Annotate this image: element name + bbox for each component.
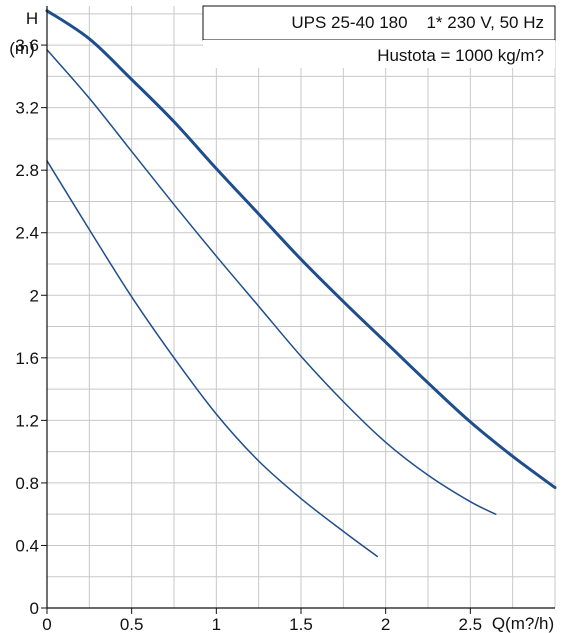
y-tick-label: 3.6 [15, 36, 39, 55]
y-tick-label: 2 [30, 286, 39, 305]
axes [41, 6, 555, 614]
y-tick-label: 1.6 [15, 349, 39, 368]
x-tick-label: 2.5 [459, 615, 483, 633]
x-tick-label: 2 [381, 615, 390, 633]
y-axis-label-unit: (m) [9, 39, 34, 58]
y-tick-label: 0 [30, 599, 39, 618]
y-tick-label: 2.4 [15, 224, 39, 243]
x-tick-label: 1.5 [289, 615, 313, 633]
pump-curve-speed-2 [46, 49, 497, 515]
grid [47, 6, 556, 608]
y-tick-label: 0.4 [15, 536, 39, 555]
curves [45, 9, 557, 558]
x-tick-label: 0 [42, 615, 51, 633]
chart-title: UPS 25-40 180 1* 230 V, 50 Hz [291, 13, 544, 32]
chart-subtitle: Hustota = 1000 kg/m? [377, 46, 544, 65]
y-tick-label: 3.2 [15, 99, 39, 118]
x-axis-label: Q(m?/h) [492, 614, 554, 633]
pump-curve-speed-1 [46, 160, 378, 558]
y-axis-label-h: H [26, 9, 38, 28]
x-tick-label: 1 [212, 615, 221, 633]
y-tick-label: 2.8 [15, 161, 39, 180]
subtitle-box [203, 40, 555, 68]
pump-curve-speed-3 [45, 9, 557, 490]
y-tick-label: 1.2 [15, 411, 39, 430]
tick-labels: 0 0.5 1 1.5 2 2.5 0 0.4 0.8 1.2 1.6 2 2.4 2.8 3.2 3.6 [15, 36, 482, 633]
x-tick-label: 0.5 [120, 615, 144, 633]
y-tick-label: 0.8 [15, 474, 39, 493]
